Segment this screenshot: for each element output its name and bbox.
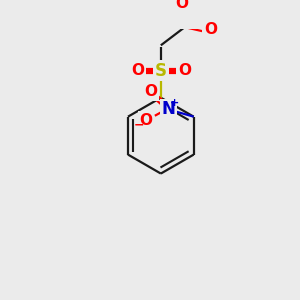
Text: −: − [133, 118, 144, 131]
Text: O: O [131, 63, 144, 78]
Text: +: + [170, 98, 179, 108]
Text: O: O [144, 84, 157, 99]
Text: N: N [161, 100, 175, 118]
Text: O: O [175, 0, 188, 11]
Text: S: S [155, 61, 167, 80]
Text: O: O [139, 113, 152, 128]
Text: O: O [204, 22, 217, 38]
Text: O: O [178, 63, 191, 78]
